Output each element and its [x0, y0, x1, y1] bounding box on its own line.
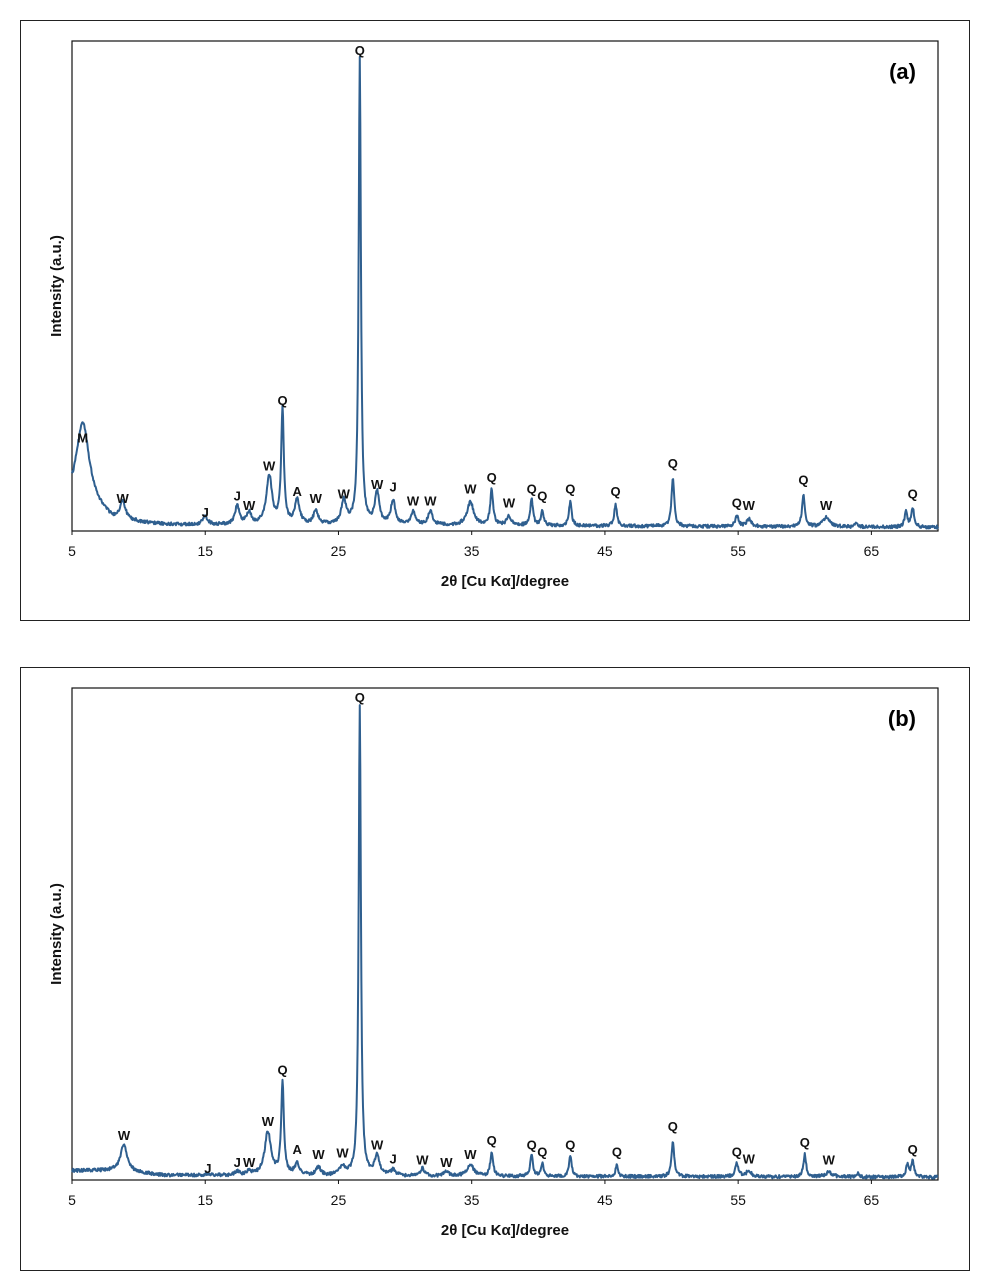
peak-label: W	[743, 1152, 756, 1167]
peak-label: W	[407, 493, 420, 508]
x-tick-label: 55	[730, 543, 746, 559]
x-axis-title: 2θ [Cu Kα]/degree	[441, 573, 569, 590]
peak-label: J	[389, 1152, 396, 1167]
peak-label: J	[234, 489, 241, 504]
x-tick-label: 15	[197, 1192, 213, 1208]
peak-label: Q	[565, 1138, 575, 1153]
peak-label: Q	[527, 482, 537, 497]
x-tick-label: 15	[197, 543, 213, 559]
peak-label: W	[823, 1153, 836, 1168]
peak-label: Q	[355, 690, 365, 705]
peak-label: W	[336, 1146, 349, 1161]
peak-label: W	[338, 486, 351, 501]
peak-label: Q	[908, 1142, 918, 1157]
xrd-chart-b: 5 15 25 35 45 55 65 2θ [Cu Kα]/degree Intensity …	[48, 687, 939, 1239]
peak-label: J	[202, 505, 209, 520]
x-tick-label: 55	[730, 1192, 746, 1208]
peak-label: W	[371, 1138, 384, 1153]
panel-label: (a)	[889, 59, 916, 84]
x-tick-label: 65	[864, 543, 880, 559]
peak-label: Q	[537, 489, 547, 504]
peak-label: Q	[277, 1063, 287, 1078]
x-tick-label: 35	[464, 1192, 480, 1208]
plot-area-frame	[71, 687, 939, 1181]
x-tick-label: 35	[464, 543, 480, 559]
peak-label: W	[371, 477, 384, 492]
x-tick-label: 5	[68, 543, 76, 559]
peak-label: Q	[487, 470, 497, 485]
peak-label: W	[440, 1155, 453, 1170]
peak-label: Q	[277, 393, 287, 408]
peak-label: Q	[537, 1145, 547, 1160]
peak-label: J	[389, 479, 396, 494]
peak-label: Q	[732, 496, 742, 511]
xrd-pattern-line	[71, 704, 939, 1180]
peak-label: Q	[798, 472, 808, 487]
peak-label: A	[292, 1142, 302, 1157]
peak-label: Q	[908, 486, 918, 501]
peak-label: Q	[668, 456, 678, 471]
peak-label: A	[292, 484, 302, 499]
peak-label: W	[743, 498, 756, 513]
peak-label: W	[312, 1147, 325, 1162]
xrd-chart-a: 5 15 25 35 45 55 65 2θ [Cu Kα]/degree Intensity …	[48, 40, 939, 590]
peak-label: W	[310, 491, 323, 506]
xrd-pattern-line	[71, 55, 939, 530]
peak-label: Q	[487, 1133, 497, 1148]
plot-area-frame	[71, 40, 939, 532]
peak-label: Q	[732, 1145, 742, 1160]
peak-label: Q	[355, 43, 365, 58]
peak-label: W	[464, 1147, 477, 1162]
peak-label: W	[416, 1153, 429, 1168]
xrd-panel-a: 5 15 25 35 45 55 65 2θ [Cu Kα]/degree Intensity …	[20, 20, 970, 621]
peak-label: W	[464, 482, 477, 497]
x-tick-label: 65	[864, 1192, 880, 1208]
peak-label: W	[263, 458, 276, 473]
peak-label: Q	[668, 1119, 678, 1134]
x-tick-label: 25	[331, 543, 347, 559]
peak-label: W	[262, 1114, 275, 1129]
peak-label: M	[77, 430, 88, 445]
x-tick-label: 45	[597, 543, 613, 559]
peak-label: W	[503, 496, 516, 511]
peak-label: W	[118, 1128, 131, 1143]
peak-label: W	[820, 498, 833, 513]
x-tick-label: 25	[331, 1192, 347, 1208]
xrd-panel-b: 5 15 25 35 45 55 65 2θ [Cu Kα]/degree Intensity …	[20, 667, 970, 1271]
peak-label: Q	[612, 1145, 622, 1160]
peak-label: J	[234, 1155, 241, 1170]
y-axis-title: Intensity (a.u.)	[48, 235, 65, 337]
peak-label: J	[204, 1161, 211, 1176]
x-axis-title: 2θ [Cu Kα]/degree	[441, 1222, 569, 1239]
peak-label: Q	[611, 484, 621, 499]
peak-label: W	[424, 493, 437, 508]
peak-label: W	[243, 1155, 256, 1170]
x-tick-label: 5	[68, 1192, 76, 1208]
y-axis-title: Intensity (a.u.)	[48, 883, 65, 985]
panel-label: (b)	[888, 706, 916, 731]
peak-label: Q	[800, 1135, 810, 1150]
peak-label: W	[243, 498, 256, 513]
peak-label: Q	[565, 482, 575, 497]
peak-label: W	[116, 491, 129, 506]
peak-label: Q	[527, 1138, 537, 1153]
x-tick-label: 45	[597, 1192, 613, 1208]
